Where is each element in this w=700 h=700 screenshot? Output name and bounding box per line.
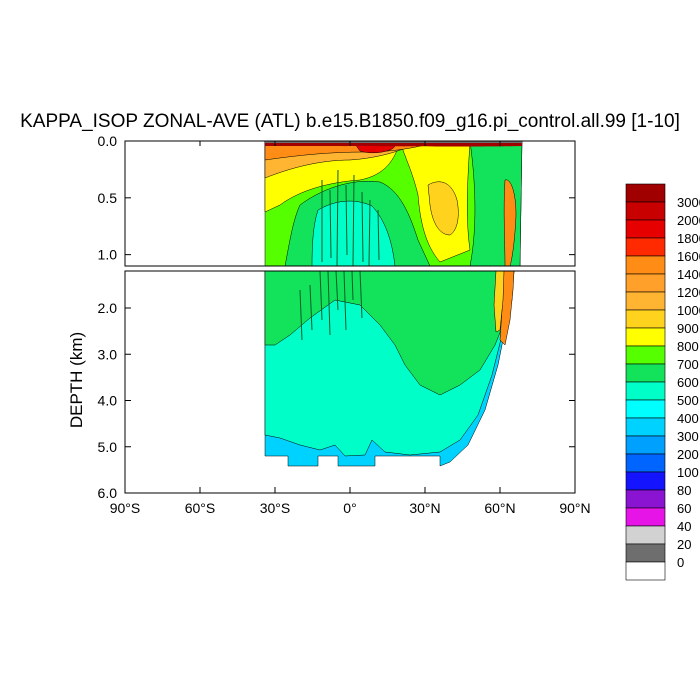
colorbar-swatch bbox=[625, 309, 666, 329]
y-tick-label-upper: 1.0 bbox=[98, 247, 118, 263]
colorbar-label: 1400 bbox=[677, 267, 700, 282]
colorbar-label: 400 bbox=[677, 411, 699, 426]
colorbar-swatch bbox=[625, 489, 666, 509]
colorbar-label: 20 bbox=[677, 537, 691, 552]
x-tick-label: 30°N bbox=[409, 500, 440, 516]
colorbar-swatch bbox=[625, 561, 666, 581]
colorbar-swatch bbox=[625, 525, 666, 545]
axes: 90°S 60°S 30°S 0° 30°N 60°N 90°N 0.0 0.5 1.0 2.0 3.… bbox=[67, 133, 591, 516]
upper-panel-field bbox=[264, 141, 523, 266]
y-tick-label-upper: 0.5 bbox=[98, 190, 118, 206]
colorbar-label: 1800 bbox=[677, 231, 700, 246]
y-tick-label-lower: 2.0 bbox=[98, 300, 118, 316]
lower-panel-field bbox=[264, 271, 515, 467]
colorbar-label: 80 bbox=[677, 483, 691, 498]
colorbar-swatch bbox=[625, 453, 666, 473]
y-tick-label-upper: 0.0 bbox=[98, 133, 118, 149]
colorbar-swatch bbox=[625, 381, 666, 401]
x-tick-label: 60°N bbox=[484, 500, 515, 516]
colorbar-label: 40 bbox=[677, 519, 691, 534]
colorbar-swatch bbox=[625, 273, 666, 293]
colorbar-swatch bbox=[625, 507, 666, 527]
y-axis-label: DEPTH (km) bbox=[67, 332, 86, 428]
upper-panel bbox=[124, 140, 576, 267]
colorbar-label: 3000 bbox=[677, 195, 700, 210]
colorbar-swatch bbox=[625, 219, 666, 239]
colorbar-label: 500 bbox=[677, 393, 699, 408]
colorbar-swatch bbox=[625, 471, 666, 491]
colorbar-swatch bbox=[625, 543, 666, 563]
y-tick-label-lower: 3.0 bbox=[98, 346, 118, 362]
y-tick-label-lower: 6.0 bbox=[98, 485, 118, 501]
x-tick-label: 90°S bbox=[110, 500, 141, 516]
colorbar-label: 1200 bbox=[677, 285, 700, 300]
colorbar-swatch bbox=[625, 327, 666, 347]
colorbar-swatch bbox=[625, 363, 666, 383]
colorbar-label: 1600 bbox=[677, 249, 700, 264]
colorbar-label: 60 bbox=[677, 501, 691, 516]
colorbar-label: 900 bbox=[677, 321, 699, 336]
colorbar-swatch bbox=[625, 291, 666, 311]
lower-panel bbox=[124, 270, 576, 494]
chart-title: KAPPA_ISOP ZONAL-AVE (ATL) b.e15.B1850.f… bbox=[20, 111, 680, 132]
colorbar: 3000200018001600140012001000900800700600… bbox=[625, 183, 700, 581]
colorbar-label: 100 bbox=[677, 465, 699, 480]
colorbar-swatch bbox=[625, 237, 666, 257]
colorbar-swatch bbox=[625, 399, 666, 419]
colorbar-label: 800 bbox=[677, 339, 699, 354]
x-tick-label: 60°S bbox=[185, 500, 216, 516]
colorbar-label: 0 bbox=[677, 555, 684, 570]
colorbar-label: 1000 bbox=[677, 303, 700, 318]
lower-field-yellow bbox=[493, 271, 505, 333]
x-tick-label: 90°N bbox=[559, 500, 590, 516]
x-tick-label: 30°S bbox=[260, 500, 291, 516]
colorbar-swatch bbox=[625, 345, 666, 365]
upper-field-gold bbox=[427, 181, 459, 236]
x-tick-label: 0° bbox=[343, 500, 356, 516]
colorbar-swatch bbox=[625, 255, 666, 275]
y-tick-label-lower: 4.0 bbox=[98, 393, 118, 409]
y-tick-label-lower: 5.0 bbox=[98, 439, 118, 455]
colorbar-label: 200 bbox=[677, 447, 699, 462]
colorbar-swatch bbox=[625, 435, 666, 455]
colorbar-swatch bbox=[625, 417, 666, 437]
colorbar-swatch bbox=[625, 201, 666, 221]
colorbar-label: 2000 bbox=[677, 213, 700, 228]
colorbar-label: 600 bbox=[677, 375, 699, 390]
lower-field-streaks bbox=[299, 271, 363, 341]
colorbar-label: 700 bbox=[677, 357, 699, 372]
colorbar-label: 300 bbox=[677, 429, 699, 444]
upper-field-streaks bbox=[321, 169, 380, 266]
upper-field-east-orange bbox=[503, 179, 517, 266]
colorbar-swatch bbox=[625, 183, 666, 203]
